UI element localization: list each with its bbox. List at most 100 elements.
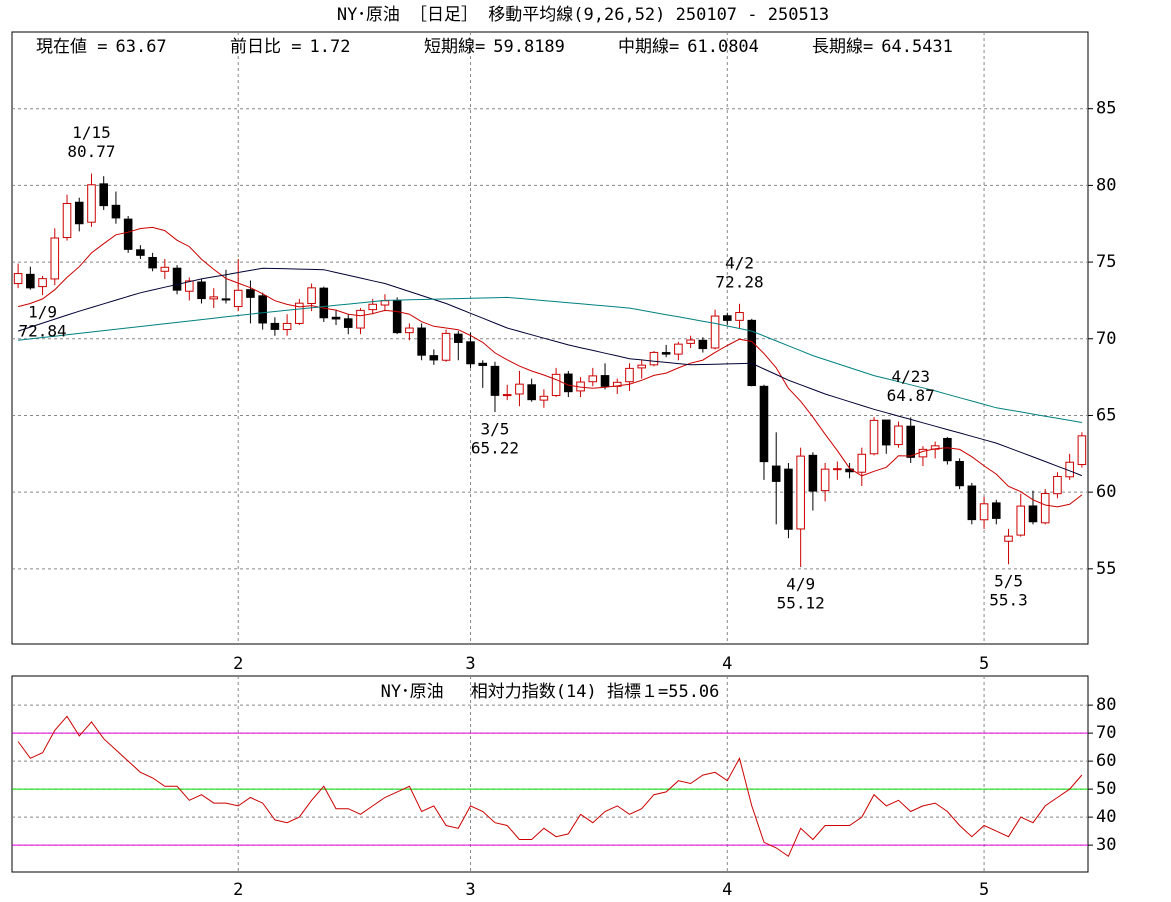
candle-body bbox=[979, 503, 989, 521]
candle-body bbox=[759, 385, 769, 463]
candle-body bbox=[967, 485, 977, 521]
annotation-value: 64.87 bbox=[887, 386, 935, 405]
series-line bbox=[17, 226, 1083, 508]
y-tick-label: 70 bbox=[1096, 723, 1116, 743]
candle-body bbox=[686, 339, 695, 344]
x-tick-label: 4 bbox=[722, 880, 732, 900]
candle-body bbox=[417, 327, 426, 356]
y-tick-label: 70 bbox=[1096, 329, 1116, 349]
candle-body bbox=[1004, 535, 1013, 542]
candle-body bbox=[466, 341, 475, 365]
annotation-date: 4/9 bbox=[786, 575, 815, 594]
candle-body bbox=[869, 419, 879, 455]
candle-body bbox=[588, 375, 598, 383]
candle-body bbox=[539, 395, 549, 401]
candle-body bbox=[185, 280, 194, 292]
candle-body bbox=[1053, 476, 1062, 495]
candle-body bbox=[87, 184, 96, 223]
info-item: 長期線= 64.5431 bbox=[812, 37, 953, 57]
y-tick-label: 60 bbox=[1096, 751, 1116, 771]
candle-body bbox=[894, 425, 903, 446]
series-line bbox=[17, 267, 1083, 477]
annotation-date: 4/2 bbox=[725, 253, 754, 272]
price-plot-frame bbox=[11, 31, 1089, 645]
candle-body bbox=[881, 419, 891, 446]
candle-body bbox=[637, 364, 646, 369]
info-item: 短期線= 59.8189 bbox=[424, 37, 565, 57]
candle-body bbox=[197, 281, 206, 300]
candle-body bbox=[74, 201, 84, 225]
candle-body bbox=[1028, 505, 1038, 523]
annotation-date: 5/5 bbox=[994, 572, 1023, 591]
candle-body bbox=[1016, 505, 1026, 536]
candle-body bbox=[172, 267, 182, 291]
candle-body bbox=[857, 453, 867, 473]
rsi-title: NY･原油 相対力指数(14) 指標１=55.06 bbox=[381, 682, 720, 702]
candle-body bbox=[527, 384, 536, 401]
candle-body bbox=[1040, 493, 1050, 524]
chart-title: NY･原油 ［日足］ 移動平均線(9,26,52) 250107 - 25051… bbox=[337, 5, 829, 25]
candle-body bbox=[735, 312, 744, 321]
candle-body bbox=[502, 394, 512, 397]
candle-body bbox=[723, 315, 732, 321]
candle-body bbox=[649, 351, 659, 366]
candle-body bbox=[906, 425, 915, 458]
candle-body bbox=[38, 278, 47, 288]
candle-body bbox=[943, 437, 952, 462]
series-line bbox=[18, 296, 1082, 423]
annotation-date: 3/5 bbox=[481, 420, 510, 439]
candle-body bbox=[392, 299, 402, 334]
candle-body bbox=[136, 249, 145, 256]
candle-body bbox=[429, 355, 439, 361]
candle-body bbox=[99, 183, 108, 207]
info-label: 長期線= bbox=[812, 37, 873, 57]
candle-body bbox=[441, 332, 451, 361]
candle-body bbox=[661, 352, 671, 355]
candle-body bbox=[295, 302, 304, 324]
candle-body bbox=[246, 289, 255, 298]
candle-body bbox=[405, 327, 414, 334]
annotation-value: 55.3 bbox=[989, 591, 1028, 610]
candle-body bbox=[551, 373, 561, 397]
annotation-date: 1/9 bbox=[28, 303, 57, 322]
info-item: 前日比 = 1.72 bbox=[230, 37, 350, 57]
y-tick-label: 75 bbox=[1096, 252, 1116, 272]
candle-body bbox=[710, 315, 720, 349]
candle-body bbox=[50, 237, 60, 280]
annotation-date: 1/15 bbox=[72, 123, 111, 142]
annotation-value: 72.84 bbox=[18, 322, 66, 341]
candle-body bbox=[454, 333, 463, 343]
y-tick-label: 50 bbox=[1096, 779, 1116, 799]
candle-body bbox=[808, 454, 818, 492]
info-value: 63.67 bbox=[115, 37, 166, 57]
x-tick-label: 5 bbox=[979, 654, 989, 674]
rsi-title-text: NY･原油 相対力指数(14) 指標１= bbox=[381, 682, 669, 702]
x-tick-label: 3 bbox=[465, 654, 475, 674]
info-value: 61.0804 bbox=[687, 37, 759, 57]
x-tick-label: 3 bbox=[465, 880, 475, 900]
rsi-plot-frame bbox=[11, 675, 1089, 873]
candle-body bbox=[992, 502, 1001, 519]
candle-body bbox=[148, 256, 157, 269]
candle-body bbox=[319, 287, 329, 319]
y-tick-label: 65 bbox=[1096, 405, 1116, 425]
candle-body bbox=[698, 339, 708, 350]
candle-body bbox=[1077, 435, 1087, 466]
y-tick-label: 30 bbox=[1096, 835, 1116, 855]
candle-body bbox=[564, 373, 573, 393]
info-item: 現在値 = 63.67 bbox=[36, 37, 167, 57]
series-line bbox=[17, 715, 1083, 858]
candle-body bbox=[123, 218, 133, 250]
info-label: 前日比 = bbox=[230, 37, 301, 57]
info-label: 現在値 = bbox=[36, 37, 107, 57]
candle-body bbox=[160, 266, 170, 272]
candle-body bbox=[955, 460, 964, 487]
annotation-date: 4/23 bbox=[891, 367, 930, 386]
candle-body bbox=[674, 343, 683, 355]
candle-body bbox=[490, 365, 500, 396]
candle-body bbox=[307, 287, 316, 304]
candle-body bbox=[233, 289, 243, 308]
y-tick-label: 80 bbox=[1096, 175, 1116, 195]
y-tick-label: 40 bbox=[1096, 807, 1116, 827]
